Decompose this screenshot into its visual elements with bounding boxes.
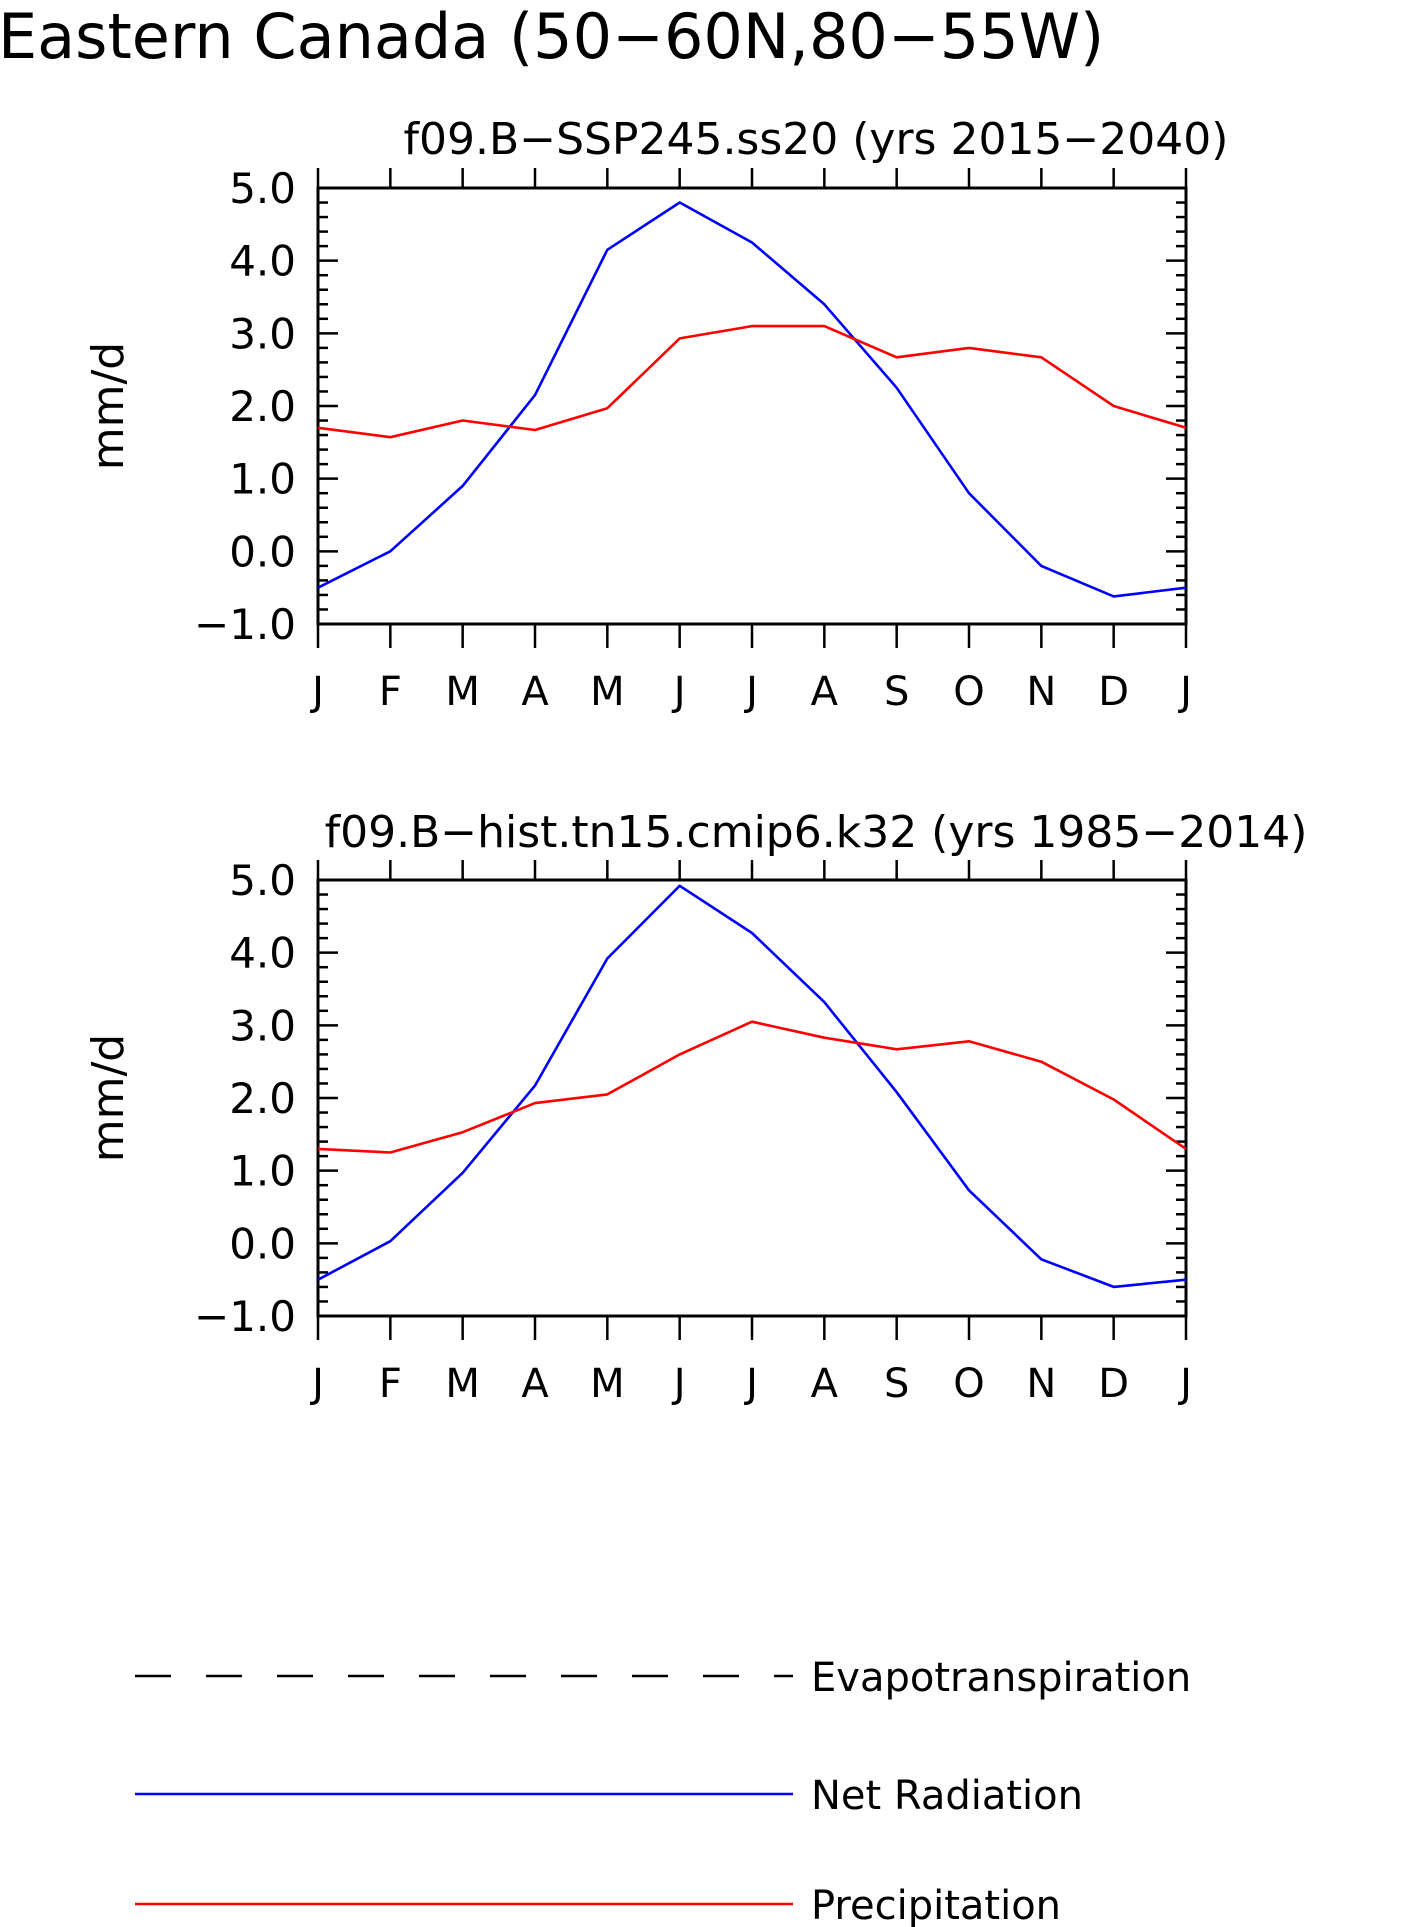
chart-panel-1: f09.B−SSP245.ss20 (yrs 2015−2040) −1.0 0.0…	[83, 114, 1228, 715]
x-tick-label: J	[671, 669, 686, 715]
x-tick-label: A	[521, 1361, 549, 1407]
plot-frame	[316, 186, 1188, 626]
x-tick-label: M	[445, 669, 480, 715]
series-line-precipitation	[317, 1020, 1187, 1154]
y-tick-label: −1.0	[194, 1292, 296, 1341]
series-line-net-radiation	[317, 201, 1187, 598]
legend-item-net-radiation: Net Radiation	[135, 1773, 1083, 1819]
legend-label: Precipitation	[811, 1883, 1061, 1927]
y-tick-label: −1.0	[194, 600, 296, 649]
figure-title: Eastern Canada (50−60N,80−55W)	[0, 0, 1104, 73]
y-tick-label: 1.0	[229, 1147, 296, 1196]
series-line-net-radiation	[317, 884, 1187, 1289]
x-tick-label: N	[1026, 1361, 1056, 1407]
y-tick-label: 5.0	[229, 856, 296, 905]
y-tick-label: 0.0	[229, 1219, 296, 1268]
x-tick-label: J	[309, 669, 324, 715]
x-tick-label: J	[671, 1361, 686, 1407]
legend-label: Evapotranspiration	[811, 1655, 1191, 1701]
x-tick-label: J	[1177, 1361, 1192, 1407]
x-tick-label: S	[884, 1361, 909, 1407]
y-axis-label: mm/d	[83, 342, 134, 470]
x-tick-label: F	[379, 669, 402, 715]
y-tick-label: 2.0	[229, 382, 296, 431]
y-axis-label: mm/d	[83, 1034, 134, 1162]
y-tick-label: 0.0	[229, 527, 296, 576]
y-tick-label: 5.0	[229, 164, 296, 213]
x-tick-label: O	[953, 669, 984, 715]
plot-frame	[316, 878, 1188, 1318]
y-tick-label: 4.0	[229, 237, 296, 286]
y-tick-label: 2.0	[229, 1074, 296, 1123]
x-tick-label: O	[953, 1361, 984, 1407]
panel-title: f09.B−SSP245.ss20 (yrs 2015−2040)	[404, 114, 1229, 165]
legend-label: Net Radiation	[811, 1773, 1083, 1819]
x-tick-label: D	[1098, 1361, 1129, 1407]
x-tick-label: M	[590, 1361, 625, 1407]
chart-panels: f09.B−SSP245.ss20 (yrs 2015−2040) −1.0 0.0…	[83, 114, 1307, 1407]
x-tick-label: J	[1177, 669, 1192, 715]
legend-item-evapotranspiration: Evapotranspiration	[135, 1655, 1191, 1701]
x-tick-label: F	[379, 1361, 402, 1407]
x-tick-label: J	[309, 1361, 324, 1407]
x-tick-label: A	[811, 1361, 839, 1407]
x-tick-label: M	[445, 1361, 480, 1407]
y-tick-label: 1.0	[229, 455, 296, 504]
y-tick-label: 3.0	[229, 1001, 296, 1050]
x-tick-label: A	[811, 669, 839, 715]
x-tick-label: A	[521, 669, 549, 715]
legend: Evapotranspiration Net Radiation Precipita…	[135, 1655, 1191, 1927]
panel-title: f09.B−hist.tn15.cmip6.k32 (yrs 1985−2014…	[325, 807, 1308, 858]
series-line-precipitation	[317, 324, 1187, 439]
y-tick-label: 3.0	[229, 309, 296, 358]
x-tick-label: S	[884, 669, 909, 715]
chart-panel-2: f09.B−hist.tn15.cmip6.k32 (yrs 1985−2014…	[83, 807, 1307, 1407]
x-tick-label: D	[1098, 669, 1129, 715]
x-tick-label: M	[590, 669, 625, 715]
x-tick-label: J	[743, 669, 758, 715]
y-tick-label: 4.0	[229, 929, 296, 978]
x-tick-label: J	[743, 1361, 758, 1407]
x-tick-label: N	[1026, 669, 1056, 715]
legend-item-precipitation: Precipitation	[135, 1883, 1061, 1927]
